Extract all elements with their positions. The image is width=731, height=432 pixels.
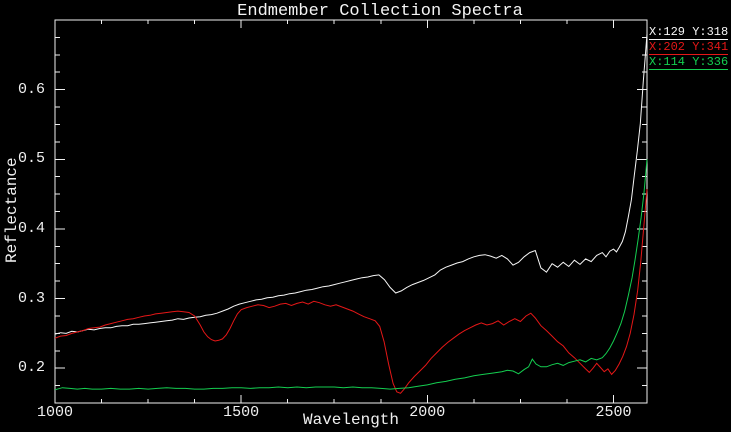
legend: X:129 Y:318 X:202 Y:341 X:114 Y:336 xyxy=(649,25,729,71)
y-tick-label-0.2: 0.2 xyxy=(17,359,45,377)
y-tick-label-0.5: 0.5 xyxy=(17,150,45,168)
chart-title: Endmember Collection Spectra xyxy=(237,2,523,21)
legend-entry-red-spectrum: X:202 Y:341 xyxy=(649,40,729,55)
y-tick-label-0.3: 0.3 xyxy=(17,289,45,307)
x-tick-label-2500: 2500 xyxy=(595,404,632,421)
y-axis-title: Reflectance xyxy=(3,157,21,263)
axes-box xyxy=(54,19,648,404)
x-tick-label-1000: 1000 xyxy=(36,404,73,421)
legend-entry-white-spectrum: X:129 Y:318 xyxy=(649,25,729,40)
x-tick-label-2000: 2000 xyxy=(409,404,446,421)
green-spectrum-line xyxy=(54,159,648,391)
y-tick-label-0.6: 0.6 xyxy=(17,80,45,98)
white-spectrum-line xyxy=(54,33,648,335)
y-tick-label-0.4: 0.4 xyxy=(17,219,45,237)
x-axis-title: Wavelength xyxy=(302,411,399,429)
x-tick-label-1500: 1500 xyxy=(223,404,260,421)
red-spectrum-line xyxy=(54,189,648,394)
legend-entry-green-spectrum: X:114 Y:336 xyxy=(649,55,729,70)
